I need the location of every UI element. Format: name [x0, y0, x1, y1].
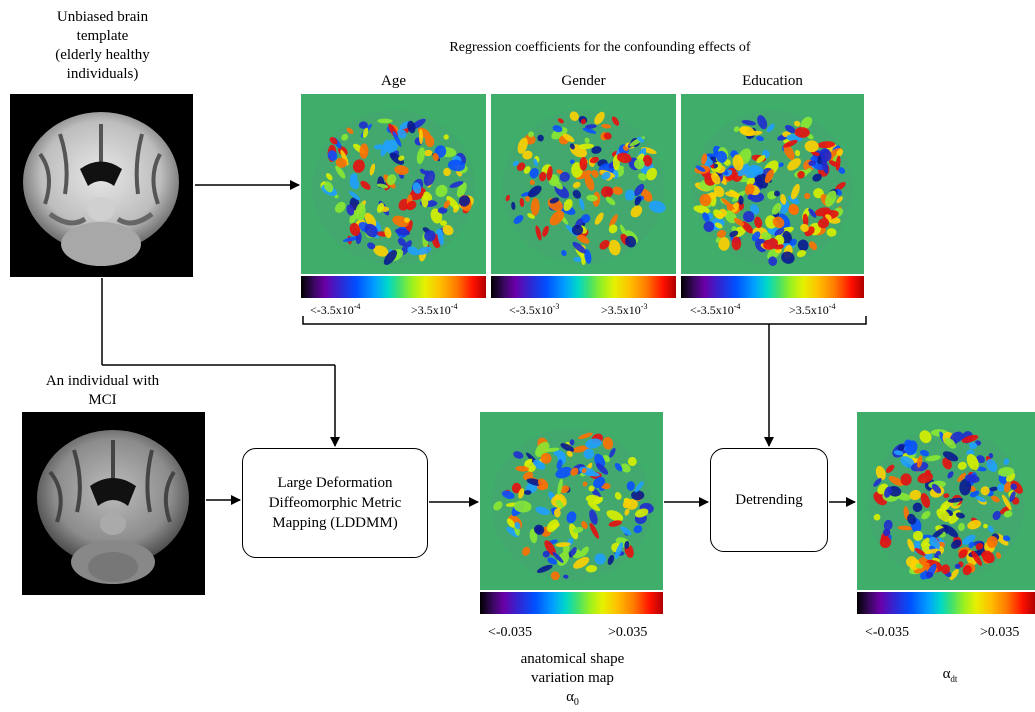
age-min-exponent: -4	[353, 302, 361, 311]
education-min-value: <-3.5x10	[690, 303, 734, 317]
education-min-exponent: -4	[733, 302, 741, 311]
alpha-dt-symbol: α	[942, 666, 951, 682]
shape-symbol: α0	[470, 688, 675, 712]
gender-min-exponent: -3	[552, 302, 560, 311]
panel-label-gender: Gender	[561, 73, 606, 89]
shape-variation-map	[480, 412, 663, 590]
individual-caption-line: MCI	[88, 392, 117, 408]
regression-title: Regression coefficients for the confound…	[449, 40, 751, 55]
template-brain-image	[10, 94, 193, 277]
detrended-max-label: >0.035	[980, 625, 1020, 640]
age-coefficient-map	[301, 94, 486, 274]
template-caption-line: individuals)	[66, 66, 139, 82]
individual-brain-drawing	[37, 430, 189, 584]
gender-max-value: >3.5x10	[601, 303, 641, 317]
lddmm-line: Large Deformation	[277, 475, 393, 491]
detrended-colorbar	[857, 592, 1035, 614]
age-min-label: <-3.5x10-4	[310, 302, 360, 318]
template-caption: Unbiased brain template (elderly healthy…	[0, 8, 205, 84]
map-drawing	[491, 94, 676, 274]
individual-caption-line: An individual with	[45, 373, 160, 389]
shape-caption: anatomical shape variation map α0	[470, 650, 675, 712]
education-max-exponent: -4	[828, 302, 836, 311]
lddmm-line: Diffeomorphic Metric	[268, 495, 402, 511]
lddmm-box: Large Deformation Diffeomorphic Metric M…	[242, 448, 428, 558]
detrended-min-label: <-0.035	[865, 625, 910, 640]
individual-caption: An individual with MCI	[0, 372, 205, 410]
age-max-exponent: -4	[450, 302, 458, 311]
map-drawing	[301, 94, 486, 274]
panel-label-education: Education	[742, 73, 803, 89]
gender-colorbar	[491, 276, 676, 298]
education-max-value: >3.5x10	[789, 303, 829, 317]
gender-max-exponent: -3	[640, 302, 648, 311]
age-colorbar	[301, 276, 486, 298]
shape-max-label: >0.035	[608, 625, 648, 640]
alpha-subscript: 0	[573, 697, 579, 708]
gender-min-value: <-3.5x10	[509, 303, 553, 317]
detrended-symbol: αdt	[900, 665, 1000, 689]
age-min-value: <-3.5x10	[310, 303, 354, 317]
education-coefficient-map	[681, 94, 864, 274]
alpha-symbol: α	[566, 689, 574, 705]
map-drawing	[857, 412, 1035, 590]
template-caption-line: Unbiased brain	[56, 9, 149, 25]
education-colorbar	[681, 276, 864, 298]
shape-caption-line: anatomical shape	[520, 651, 625, 667]
shape-caption-line: variation map	[531, 670, 614, 686]
gender-min-label: <-3.5x10-3	[509, 302, 559, 318]
detrending-box: Detrending	[710, 448, 828, 552]
template-brain-drawing	[23, 112, 179, 266]
shape-min-label: <-0.035	[488, 625, 533, 640]
individual-brain-image	[22, 412, 205, 595]
age-max-value: >3.5x10	[411, 303, 451, 317]
template-caption-line: (elderly healthy	[55, 47, 150, 63]
education-max-label: >3.5x10-4	[789, 302, 835, 318]
detrended-map	[857, 412, 1035, 590]
age-max-label: >3.5x10-4	[411, 302, 457, 318]
regression-bracket	[302, 316, 867, 325]
lddmm-line: Mapping (LDDMM)	[272, 515, 398, 531]
map-drawing	[480, 412, 663, 590]
gender-coefficient-map	[491, 94, 676, 274]
alpha-dt-subscript: dt	[950, 674, 958, 684]
shape-colorbar	[480, 592, 663, 614]
gender-max-label: >3.5x10-3	[601, 302, 647, 318]
template-caption-line: template	[76, 28, 129, 44]
map-drawing	[681, 94, 864, 274]
education-min-label: <-3.5x10-4	[690, 302, 740, 318]
panel-label-age: Age	[381, 73, 406, 89]
